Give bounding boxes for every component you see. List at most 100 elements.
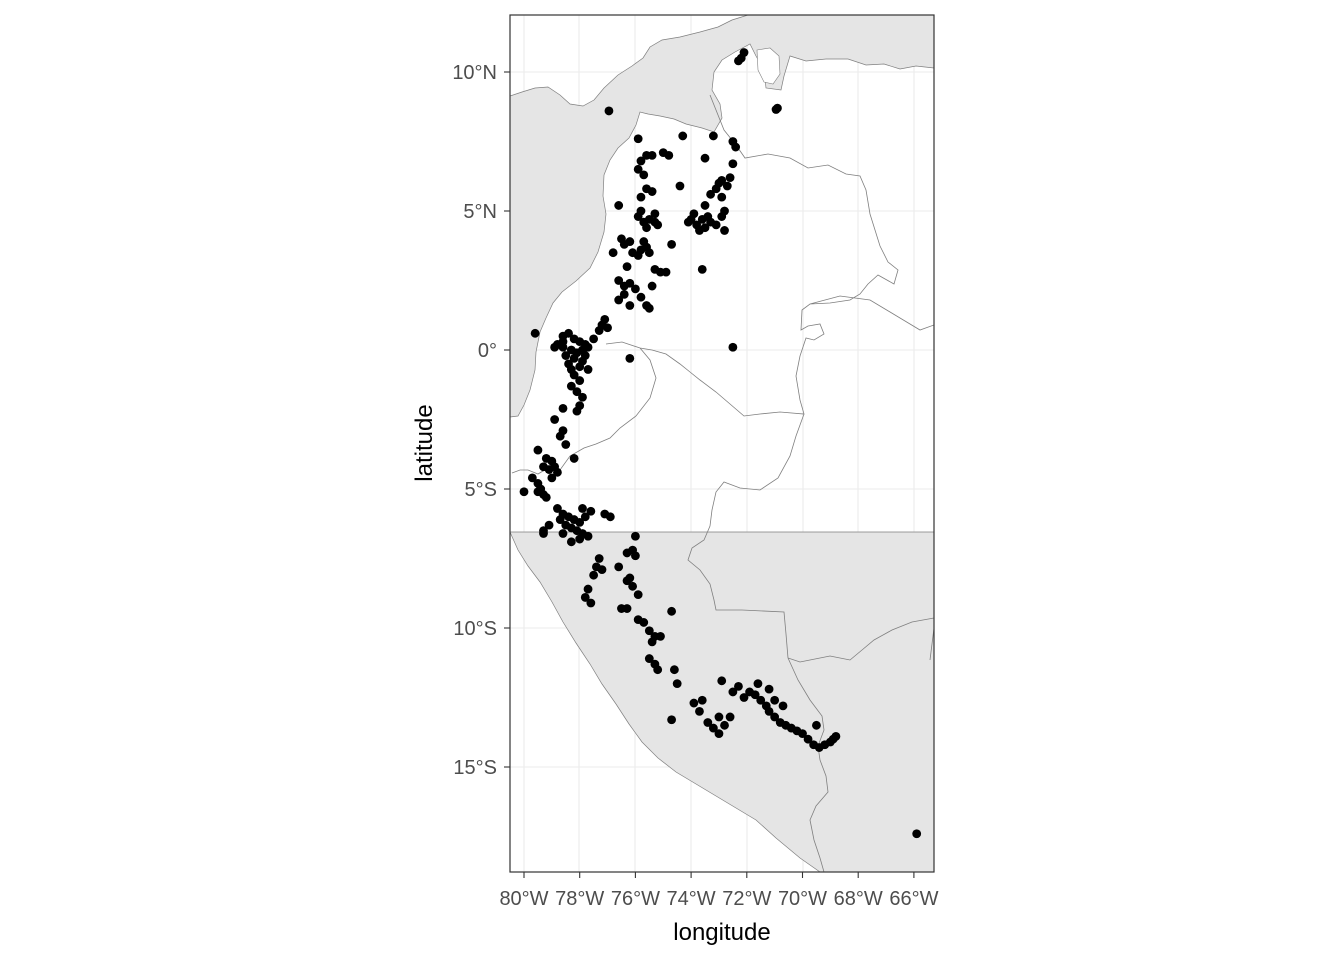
occurrence-point — [625, 278, 635, 288]
occurrence-point — [566, 381, 576, 391]
y-tick-label: 0° — [478, 340, 497, 362]
occurrence-point — [669, 665, 679, 675]
occurrence-point — [622, 262, 632, 271]
occurrence-point — [672, 679, 682, 688]
occurrence-point — [639, 237, 649, 246]
occurrence-point — [678, 131, 688, 141]
occurrence-point — [717, 192, 727, 202]
occurrence-point — [675, 181, 685, 191]
occurrence-point — [689, 209, 699, 219]
x-ticks: 80°W 78°W 76°W 74°W 72°W 70°W 68°W 66°W — [499, 872, 939, 910]
occurrence-point — [633, 164, 643, 174]
occurrence-point — [644, 303, 654, 313]
occurrence-point — [639, 170, 649, 180]
x-tick-label: 74°W — [667, 888, 716, 910]
occurrence-point — [667, 239, 677, 249]
land-mass — [510, 15, 934, 872]
occurrence-point — [583, 531, 593, 541]
occurrence-point — [604, 106, 614, 116]
occurrence-point — [578, 504, 587, 513]
occurrence-point — [700, 201, 710, 210]
occurrence-point — [614, 562, 624, 572]
occurrence-point — [667, 715, 677, 725]
occurrence-point — [622, 548, 632, 558]
occurrence-point — [566, 537, 576, 547]
occurrence-point — [530, 328, 540, 338]
occurrence-point — [647, 281, 657, 291]
x-tick-label: 70°W — [778, 888, 827, 910]
occurrence-point — [572, 387, 582, 397]
occurrence-point — [653, 665, 663, 675]
occurrence-point — [550, 415, 560, 424]
occurrence-point — [803, 734, 813, 744]
occurrence-point — [631, 531, 640, 541]
occurrence-point — [708, 131, 718, 141]
basemap — [510, 15, 934, 872]
occurrence-point — [553, 467, 562, 477]
occurrence-point — [633, 134, 643, 144]
occurrence-point — [558, 403, 568, 413]
occurrence-point — [575, 534, 585, 544]
occurrence-point — [720, 720, 729, 730]
y-ticks: 10°N 5°N 0° 5°S 10°S 15°S — [452, 62, 510, 779]
occurrence-point — [636, 292, 646, 302]
occurrence-point — [586, 506, 596, 516]
occurrence-point — [614, 201, 624, 210]
occurrence-point — [750, 690, 760, 700]
occurrence-point — [561, 351, 571, 360]
occurrence-point — [575, 517, 585, 527]
occurrence-point — [580, 351, 590, 360]
occurrence-point — [561, 440, 571, 449]
occurrence-point — [764, 707, 774, 716]
occurrence-point — [647, 637, 657, 647]
occurrence-point — [603, 323, 612, 333]
occurrence-point — [580, 593, 590, 602]
x-axis: 80°W 78°W 76°W 74°W 72°W 70°W 68°W 66°W longitu… — [499, 872, 939, 946]
occurrence-point — [661, 267, 671, 277]
y-tick-label: 10°N — [452, 62, 497, 84]
occurrence-point — [644, 626, 654, 636]
occurrence-point — [778, 701, 788, 711]
y-axis: 10°N 5°N 0° 5°S 10°S 15°S latitude — [411, 62, 510, 779]
occurrence-point — [711, 220, 721, 230]
x-axis-title: longitude — [673, 919, 770, 946]
occurrence-point — [614, 295, 624, 305]
panel-border — [509, 14, 935, 873]
occurrence-point — [583, 342, 593, 352]
occurrence-point — [628, 248, 638, 258]
occurrence-point — [597, 565, 607, 575]
occurrence-point — [555, 431, 565, 441]
occurrence-point — [533, 445, 543, 455]
occurrence-point — [711, 184, 721, 194]
x-tick-label: 66°W — [889, 888, 938, 910]
occurrence-point — [756, 695, 766, 705]
occurrence-point — [594, 326, 604, 335]
occurrence-point — [575, 376, 585, 385]
occurrence-point — [771, 105, 781, 114]
occurrence-point — [625, 353, 635, 363]
occurrence-point — [539, 462, 548, 472]
occurrence-point — [614, 276, 624, 285]
occurrence-point — [583, 365, 593, 374]
occurrence-point — [720, 226, 729, 235]
occurrence-point — [728, 342, 738, 352]
x-tick-label: 68°W — [834, 888, 883, 910]
occurrence-point — [731, 142, 741, 152]
occurrence-point — [667, 606, 677, 616]
occurrence-point — [539, 529, 548, 538]
occurrence-point — [656, 631, 665, 641]
occurrence-point — [558, 529, 568, 538]
occurrence-point — [739, 693, 749, 702]
occurrence-point — [706, 189, 715, 199]
occurrence-point — [636, 156, 646, 166]
occurrence-point — [695, 707, 704, 716]
occurrence-point — [589, 334, 599, 344]
occurrence-point — [636, 192, 646, 202]
occurrence-point — [697, 264, 707, 274]
country-borders — [511, 94, 934, 872]
occurrence-point — [569, 370, 579, 380]
occurrence-point — [647, 151, 657, 160]
occurrence-point — [717, 176, 727, 185]
occurrence-point — [831, 732, 841, 741]
